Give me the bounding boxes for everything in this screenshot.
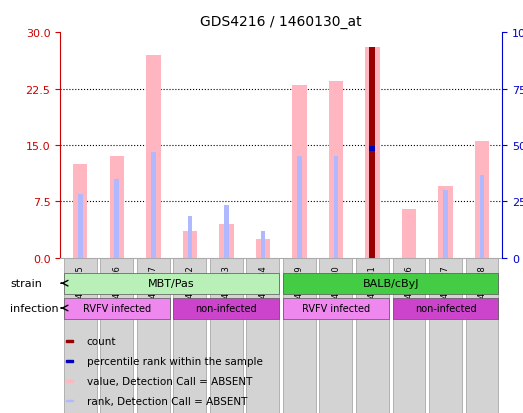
FancyBboxPatch shape [246, 258, 279, 413]
Bar [475, 142, 489, 258]
Bar [443, 191, 448, 258]
Bar [328, 82, 343, 258]
FancyBboxPatch shape [137, 258, 170, 413]
Text: non-infected: non-infected [415, 303, 476, 313]
Text: RVFV infected: RVFV infected [83, 303, 151, 313]
FancyBboxPatch shape [392, 258, 425, 413]
Bar [219, 224, 234, 258]
Bar [109, 157, 124, 258]
FancyBboxPatch shape [64, 274, 279, 294]
Title: GDS4216 / 1460130_at: GDS4216 / 1460130_at [200, 15, 362, 29]
Text: strain: strain [10, 279, 42, 289]
FancyBboxPatch shape [356, 258, 389, 413]
Bar [334, 157, 338, 258]
Bar [260, 232, 265, 258]
Bar [73, 164, 87, 258]
FancyBboxPatch shape [100, 258, 133, 413]
FancyBboxPatch shape [64, 258, 97, 413]
Bar [78, 195, 83, 258]
FancyBboxPatch shape [320, 258, 353, 413]
Bar [480, 176, 484, 258]
Text: MBT/Pas: MBT/Pas [148, 278, 195, 288]
FancyBboxPatch shape [64, 299, 170, 319]
Text: infection: infection [10, 304, 59, 313]
Bar [151, 153, 155, 258]
Bar [369, 48, 376, 258]
FancyBboxPatch shape [210, 258, 243, 413]
Bar [297, 157, 302, 258]
Bar [365, 48, 380, 258]
Bar [438, 187, 453, 258]
Bar [66, 400, 73, 401]
FancyBboxPatch shape [465, 258, 498, 413]
FancyBboxPatch shape [283, 274, 498, 294]
FancyBboxPatch shape [173, 258, 206, 413]
Bar [370, 150, 374, 258]
FancyBboxPatch shape [429, 258, 462, 413]
Text: non-infected: non-infected [196, 303, 257, 313]
Bar [115, 179, 119, 258]
Bar [402, 209, 416, 258]
Text: BALB/cByJ: BALB/cByJ [362, 278, 419, 288]
Bar [66, 340, 73, 342]
FancyBboxPatch shape [283, 299, 389, 319]
Text: count: count [87, 336, 116, 346]
Bar [188, 217, 192, 258]
FancyBboxPatch shape [173, 299, 279, 319]
Bar [292, 85, 306, 258]
Bar [183, 232, 197, 258]
FancyBboxPatch shape [283, 258, 316, 413]
Text: percentile rank within the sample: percentile rank within the sample [87, 356, 263, 366]
Bar [66, 360, 73, 362]
Bar [66, 380, 73, 382]
Bar [146, 55, 161, 258]
Text: RVFV infected: RVFV infected [302, 303, 370, 313]
FancyBboxPatch shape [392, 299, 498, 319]
Text: value, Detection Call = ABSENT: value, Detection Call = ABSENT [87, 376, 252, 386]
Text: rank, Detection Call = ABSENT: rank, Detection Call = ABSENT [87, 396, 247, 406]
Bar [256, 240, 270, 258]
Bar [224, 206, 229, 258]
Bar [369, 147, 376, 152]
